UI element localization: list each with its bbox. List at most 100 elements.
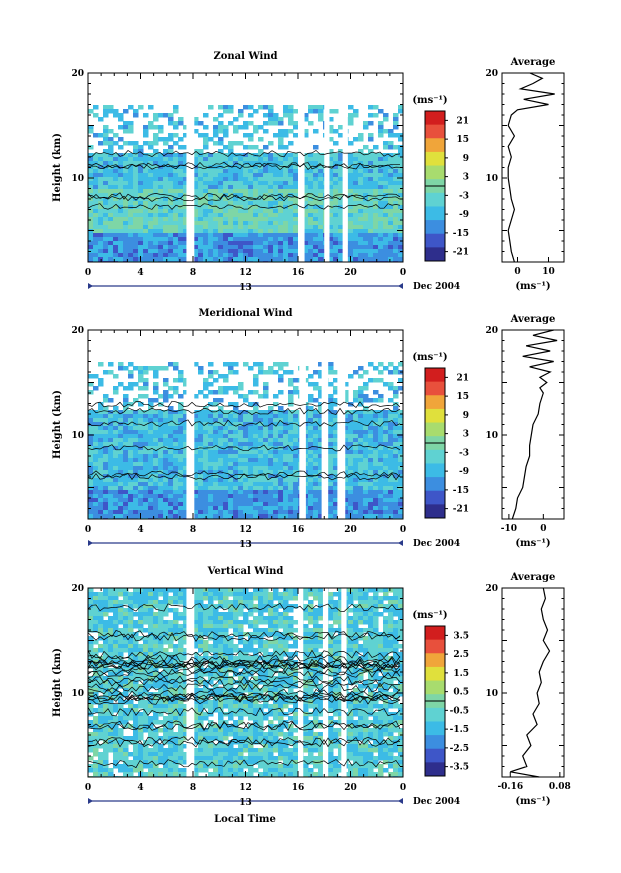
heatmap-cell <box>283 498 289 503</box>
heatmap-cell <box>138 760 144 765</box>
heatmap-cell <box>233 129 239 134</box>
heatmap-cell <box>333 245 339 250</box>
heatmap-cell <box>143 129 149 134</box>
heatmap-cell <box>138 201 144 206</box>
heatmap-cell <box>143 494 149 499</box>
heatmap-cell <box>313 233 319 238</box>
heatmap-cell <box>203 466 209 471</box>
heatmap-cell <box>308 225 314 230</box>
heatmap-cell <box>308 482 314 487</box>
heatmap-cell <box>228 370 234 375</box>
heatmap-cell <box>163 482 169 487</box>
heatmap-cell <box>163 454 169 459</box>
heatmap-cell <box>258 450 264 455</box>
heatmap-cell <box>98 189 104 194</box>
heatmap-cell <box>303 237 309 242</box>
heatmap-cell <box>283 177 289 182</box>
heatmap-cell <box>398 378 403 383</box>
heatmap-cell <box>198 442 204 447</box>
heatmap-cell <box>363 502 369 507</box>
heatmap-cell <box>138 748 144 753</box>
heatmap-cell <box>268 153 274 158</box>
heatmap-cell <box>133 221 139 226</box>
heatmap-cell <box>123 185 129 190</box>
heatmap-cell <box>183 157 189 162</box>
heatmap-cell <box>253 454 259 459</box>
heatmap-cell <box>213 418 219 423</box>
colorbar-segment <box>425 165 445 180</box>
heatmap-cell <box>148 410 154 415</box>
heatmap-cell <box>333 462 339 467</box>
heatmap-cell <box>388 189 394 194</box>
heatmap-cell <box>293 233 299 238</box>
heatmap-cell <box>238 430 244 435</box>
heatmap-cell <box>333 458 339 463</box>
heatmap-cell <box>243 169 249 174</box>
heatmap-cell <box>143 720 149 725</box>
heatmap-cell <box>198 193 204 198</box>
heatmap-cell <box>123 466 129 471</box>
contour-line <box>88 419 401 427</box>
profile-x-label: (ms⁻¹) <box>515 538 550 549</box>
heatmap-cell <box>213 217 219 222</box>
heatmap-cell <box>313 189 319 194</box>
heatmap-cell <box>223 474 229 479</box>
heatmap-cell <box>88 612 94 617</box>
heatmap-cell <box>233 406 239 411</box>
heatmap-cell <box>283 253 289 258</box>
heatmap-cell <box>193 221 199 226</box>
heatmap-cell <box>103 768 109 773</box>
heatmap-cell <box>133 201 139 206</box>
heatmap-cell <box>118 636 124 641</box>
heatmap-cell <box>98 165 104 170</box>
heatmap-cell <box>103 245 109 250</box>
heatmap-cell <box>268 442 274 447</box>
heatmap-cell <box>178 434 184 439</box>
heatmap-cell <box>388 245 394 250</box>
heatmap-cell <box>153 157 159 162</box>
heatmap-cell <box>258 422 264 427</box>
heatmap-cell <box>393 113 399 118</box>
heatmap-cell <box>248 229 254 234</box>
heatmap-cell <box>193 205 199 210</box>
heatmap-cell <box>133 478 139 483</box>
heatmap-cell <box>123 193 129 198</box>
heatmap-cell <box>163 217 169 222</box>
heatmap-cell <box>268 201 274 206</box>
heatmap-cell <box>273 362 279 367</box>
heatmap-cell <box>143 680 149 685</box>
heatmap-cell <box>228 362 234 367</box>
heatmap-cell <box>238 249 244 254</box>
heatmap-cell <box>393 185 399 190</box>
heatmap-cell <box>313 450 319 455</box>
heatmap-cell <box>143 676 149 681</box>
heatmap-cell <box>318 414 324 419</box>
heatmap-cell <box>133 466 139 471</box>
heatmap-cell <box>163 470 169 475</box>
heatmap-cell <box>193 426 199 431</box>
heatmap-cell <box>243 193 249 198</box>
heatmap-cell <box>148 253 154 258</box>
heatmap-cell <box>128 213 134 218</box>
heatmap-cell <box>288 454 294 459</box>
heatmap-cell <box>333 422 339 427</box>
heatmap-cell <box>358 201 364 206</box>
heatmap-cell <box>248 253 254 258</box>
heatmap-cell <box>388 249 394 254</box>
heatmap-cell <box>183 482 189 487</box>
heatmap-cell <box>333 442 339 447</box>
heatmap-cell <box>133 225 139 230</box>
heatmap-cell <box>133 684 139 689</box>
heatmap-cell <box>393 422 399 427</box>
heatmap-cell <box>233 233 239 238</box>
heatmap-cell <box>258 470 264 475</box>
heatmap-cell <box>183 466 189 471</box>
heatmap-cell <box>253 502 259 507</box>
heatmap-cell <box>158 209 164 214</box>
heatmap-cell <box>108 446 114 451</box>
heatmap-cell <box>113 438 119 443</box>
heatmap-cell <box>163 502 169 507</box>
heatmap-cell <box>218 474 224 479</box>
colorbar-segment <box>425 477 445 492</box>
heatmap-cell <box>293 378 299 383</box>
